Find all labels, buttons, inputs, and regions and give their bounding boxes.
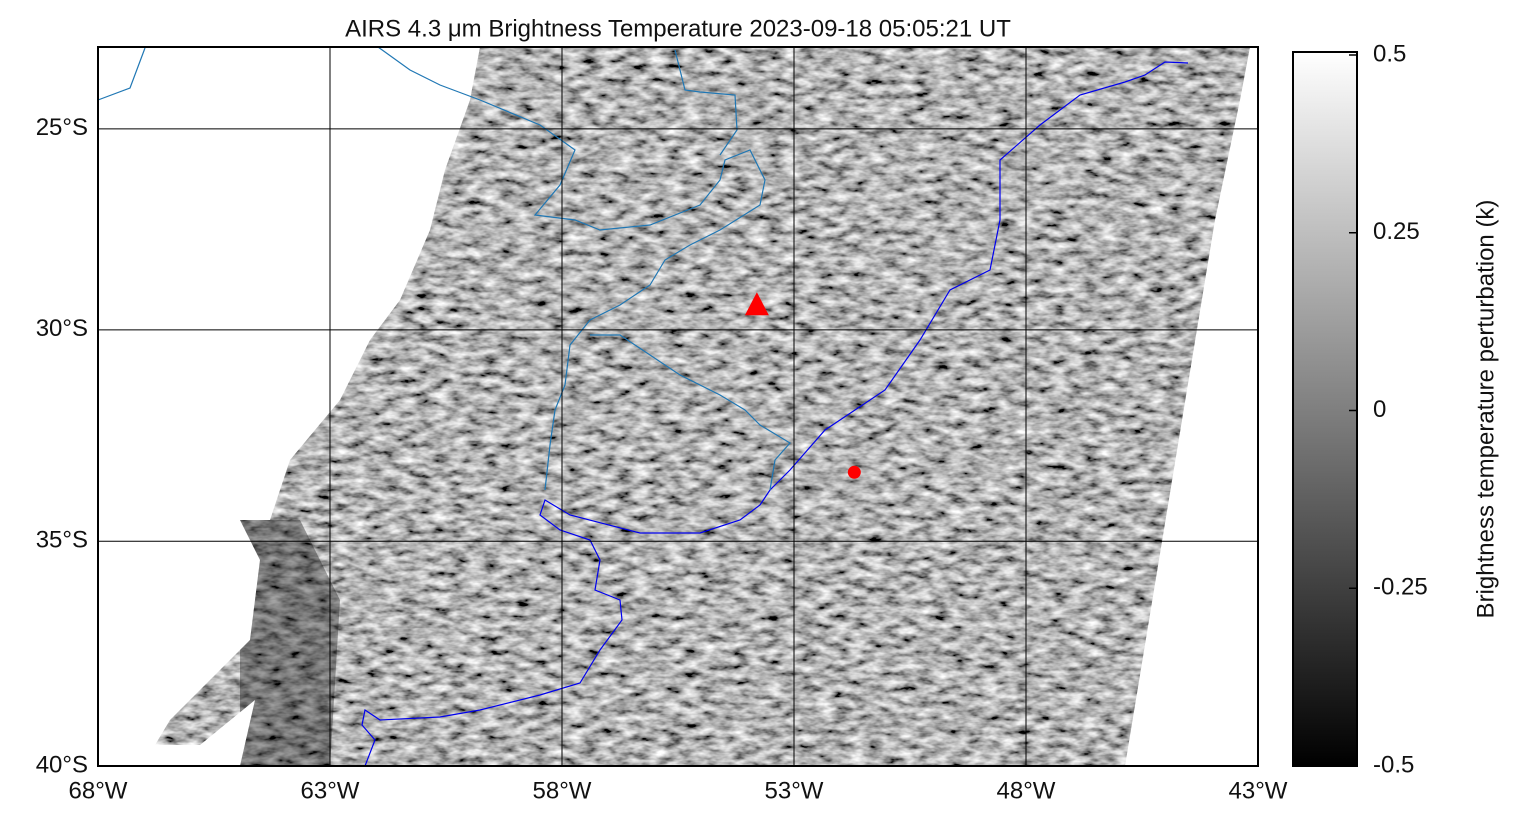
chart-title: AIRS 4.3 μm Brightness Temperature 2023-…	[345, 15, 1011, 42]
swath-image	[155, 47, 1250, 766]
colorbar-tick-label: -0.5	[1373, 751, 1414, 778]
x-tick-label: 43°W	[1229, 777, 1288, 804]
y-tick-label: 30°S	[36, 315, 88, 342]
colorbar-label: Brightness temperature perturbation (k)	[1472, 200, 1499, 619]
marker-circle	[847, 465, 861, 479]
colorbar-tick-label: 0.25	[1373, 218, 1420, 245]
colorbar-tick-label: -0.25	[1373, 574, 1428, 601]
x-tick-label: 68°W	[69, 777, 128, 804]
x-tick-label: 63°W	[301, 777, 360, 804]
y-tick-label: 40°S	[36, 751, 88, 778]
y-tick-label: 35°S	[36, 527, 88, 554]
marker-triangle	[744, 292, 769, 316]
x-tick-label: 53°W	[765, 777, 824, 804]
colorbar	[1292, 51, 1358, 767]
x-tick-label: 48°W	[997, 777, 1056, 804]
colorbar-tick-label: 0	[1373, 396, 1386, 423]
y-tick-label: 25°S	[36, 114, 88, 141]
coastlines	[97, 46, 1189, 767]
x-tick-label: 58°W	[533, 777, 592, 804]
colorbar-tick-label: 0.5	[1373, 40, 1406, 67]
